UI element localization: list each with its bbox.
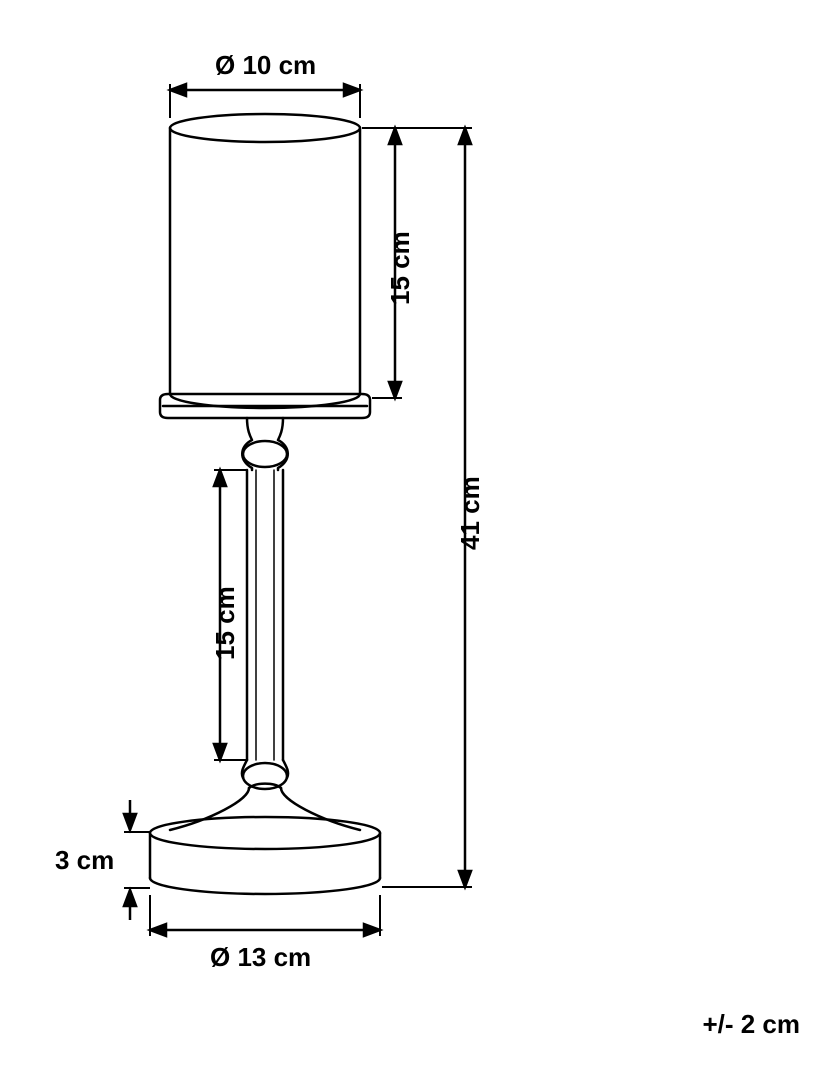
label-base-thickness: 3 cm <box>55 845 114 876</box>
label-stem-height: 15 cm <box>210 586 241 660</box>
tolerance-note: +/- 2 cm <box>702 1009 800 1040</box>
dimension-diagram: Ø 10 cm 15 cm 41 cm 15 cm 3 cm Ø 13 cm +… <box>0 0 830 1080</box>
label-top-diameter: Ø 10 cm <box>215 50 316 81</box>
drawing-svg <box>0 0 830 1080</box>
candle-holder-outline <box>150 114 380 894</box>
dimension-lines <box>124 84 472 936</box>
label-total-height: 41 cm <box>455 476 486 550</box>
label-base-diameter: Ø 13 cm <box>210 942 311 973</box>
label-cylinder-height: 15 cm <box>385 231 416 305</box>
